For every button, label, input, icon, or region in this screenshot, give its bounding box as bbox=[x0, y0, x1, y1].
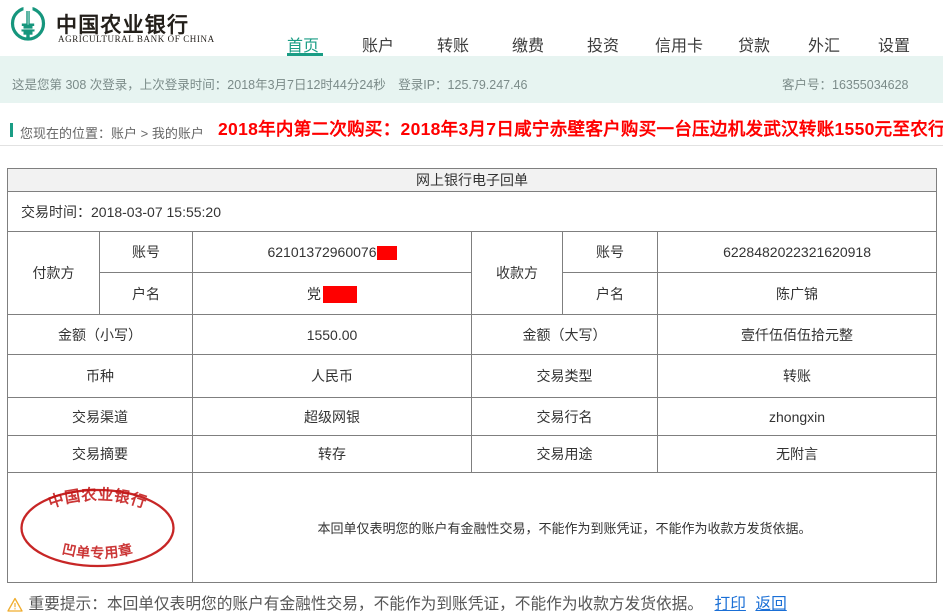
svg-text:凹单专用章: 凹单专用章 bbox=[61, 540, 135, 561]
svg-text:中国农业银行: 中国农业银行 bbox=[46, 484, 150, 511]
